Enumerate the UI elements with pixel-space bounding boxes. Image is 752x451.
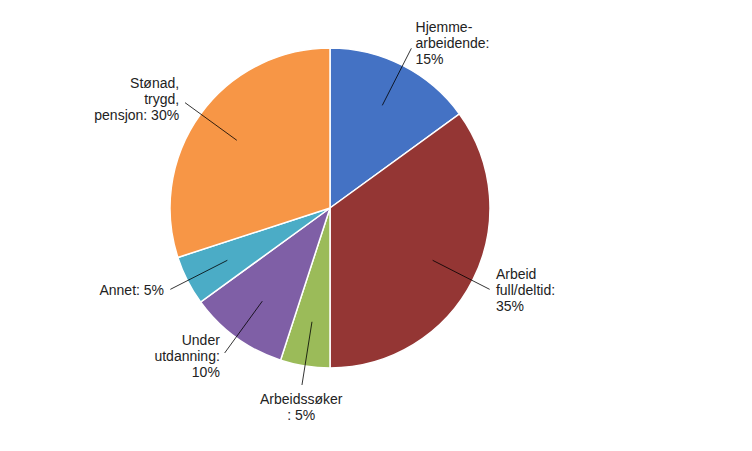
slice-label-line: Annet: 5% (99, 282, 164, 298)
slice-label: Stønad,trygd,pensjon: 30% (94, 75, 179, 123)
slice-label-line: pensjon: 30% (94, 107, 179, 123)
leader-line (185, 103, 237, 141)
slices (170, 48, 490, 368)
labels: Hjemme-arbeidende:15% Arbeidfull/deltid:3… (94, 19, 555, 423)
slice-label: Arbeidfull/deltid:35% (496, 266, 555, 314)
slice-label: Hjemme-arbeidende:15% (416, 19, 490, 67)
slice-label-line: trygd, (144, 91, 179, 107)
slice-label: Annet: 5% (99, 282, 164, 298)
leader-line (170, 260, 227, 289)
slice-label-line: arbeidende: (416, 35, 490, 51)
leader-line (302, 322, 312, 385)
slice-label-line: Under (182, 332, 220, 348)
slice-label-line: full/deltid: (496, 282, 555, 298)
chart: Hjemme-arbeidende:15% Arbeidfull/deltid:3… (0, 0, 752, 451)
pie-slice (330, 114, 490, 368)
slice-label-line: utdanning: (154, 348, 219, 364)
slice-label: Underutdanning:10% (154, 332, 220, 380)
slice-label-line: 35% (496, 298, 524, 314)
slice-label-line: Arbeid (496, 266, 536, 282)
slice-label-line: Arbeidssøker (260, 391, 343, 407)
slice-label: Arbeidssøker: 5% (260, 391, 343, 423)
slice-label-line: 10% (192, 364, 220, 380)
chart-container: Hjemme-arbeidende:15% Arbeidfull/deltid:3… (0, 0, 752, 451)
leader-line (225, 301, 263, 353)
slice-label-line: 15% (416, 51, 444, 67)
leader-line (433, 260, 490, 289)
slice-label-line: : 5% (287, 407, 315, 423)
pie-slice (170, 48, 330, 257)
page: {"chart_data": {"type": "pie", "categori… (0, 0, 752, 451)
slice-label-line: Stønad, (130, 75, 179, 91)
leader-line (382, 48, 411, 105)
slice-label-line: Hjemme- (416, 19, 473, 35)
